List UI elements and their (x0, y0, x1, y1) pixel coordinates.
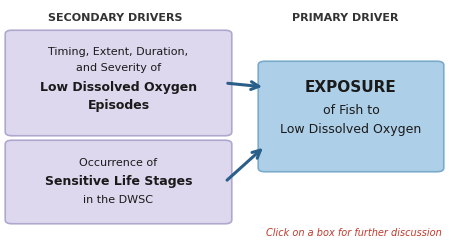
Text: PRIMARY DRIVER: PRIMARY DRIVER (291, 13, 397, 23)
FancyBboxPatch shape (5, 140, 231, 224)
Text: and Severity of: and Severity of (76, 63, 161, 73)
Text: Sensitive Life Stages: Sensitive Life Stages (45, 176, 192, 188)
Text: Low Dissolved Oxygen: Low Dissolved Oxygen (40, 80, 197, 94)
Text: in the DWSC: in the DWSC (83, 195, 153, 205)
FancyBboxPatch shape (5, 30, 231, 136)
Text: SECONDARY DRIVERS: SECONDARY DRIVERS (48, 13, 182, 23)
Text: Click on a box for further discussion: Click on a box for further discussion (266, 228, 441, 238)
Text: EXPOSURE: EXPOSURE (304, 80, 396, 96)
Text: Low Dissolved Oxygen: Low Dissolved Oxygen (280, 124, 421, 136)
Text: Timing, Extent, Duration,: Timing, Extent, Duration, (48, 47, 188, 57)
Text: of Fish to: of Fish to (322, 104, 378, 117)
Text: Occurrence of: Occurrence of (79, 158, 157, 168)
Text: Episodes: Episodes (87, 100, 149, 112)
FancyBboxPatch shape (258, 61, 443, 172)
